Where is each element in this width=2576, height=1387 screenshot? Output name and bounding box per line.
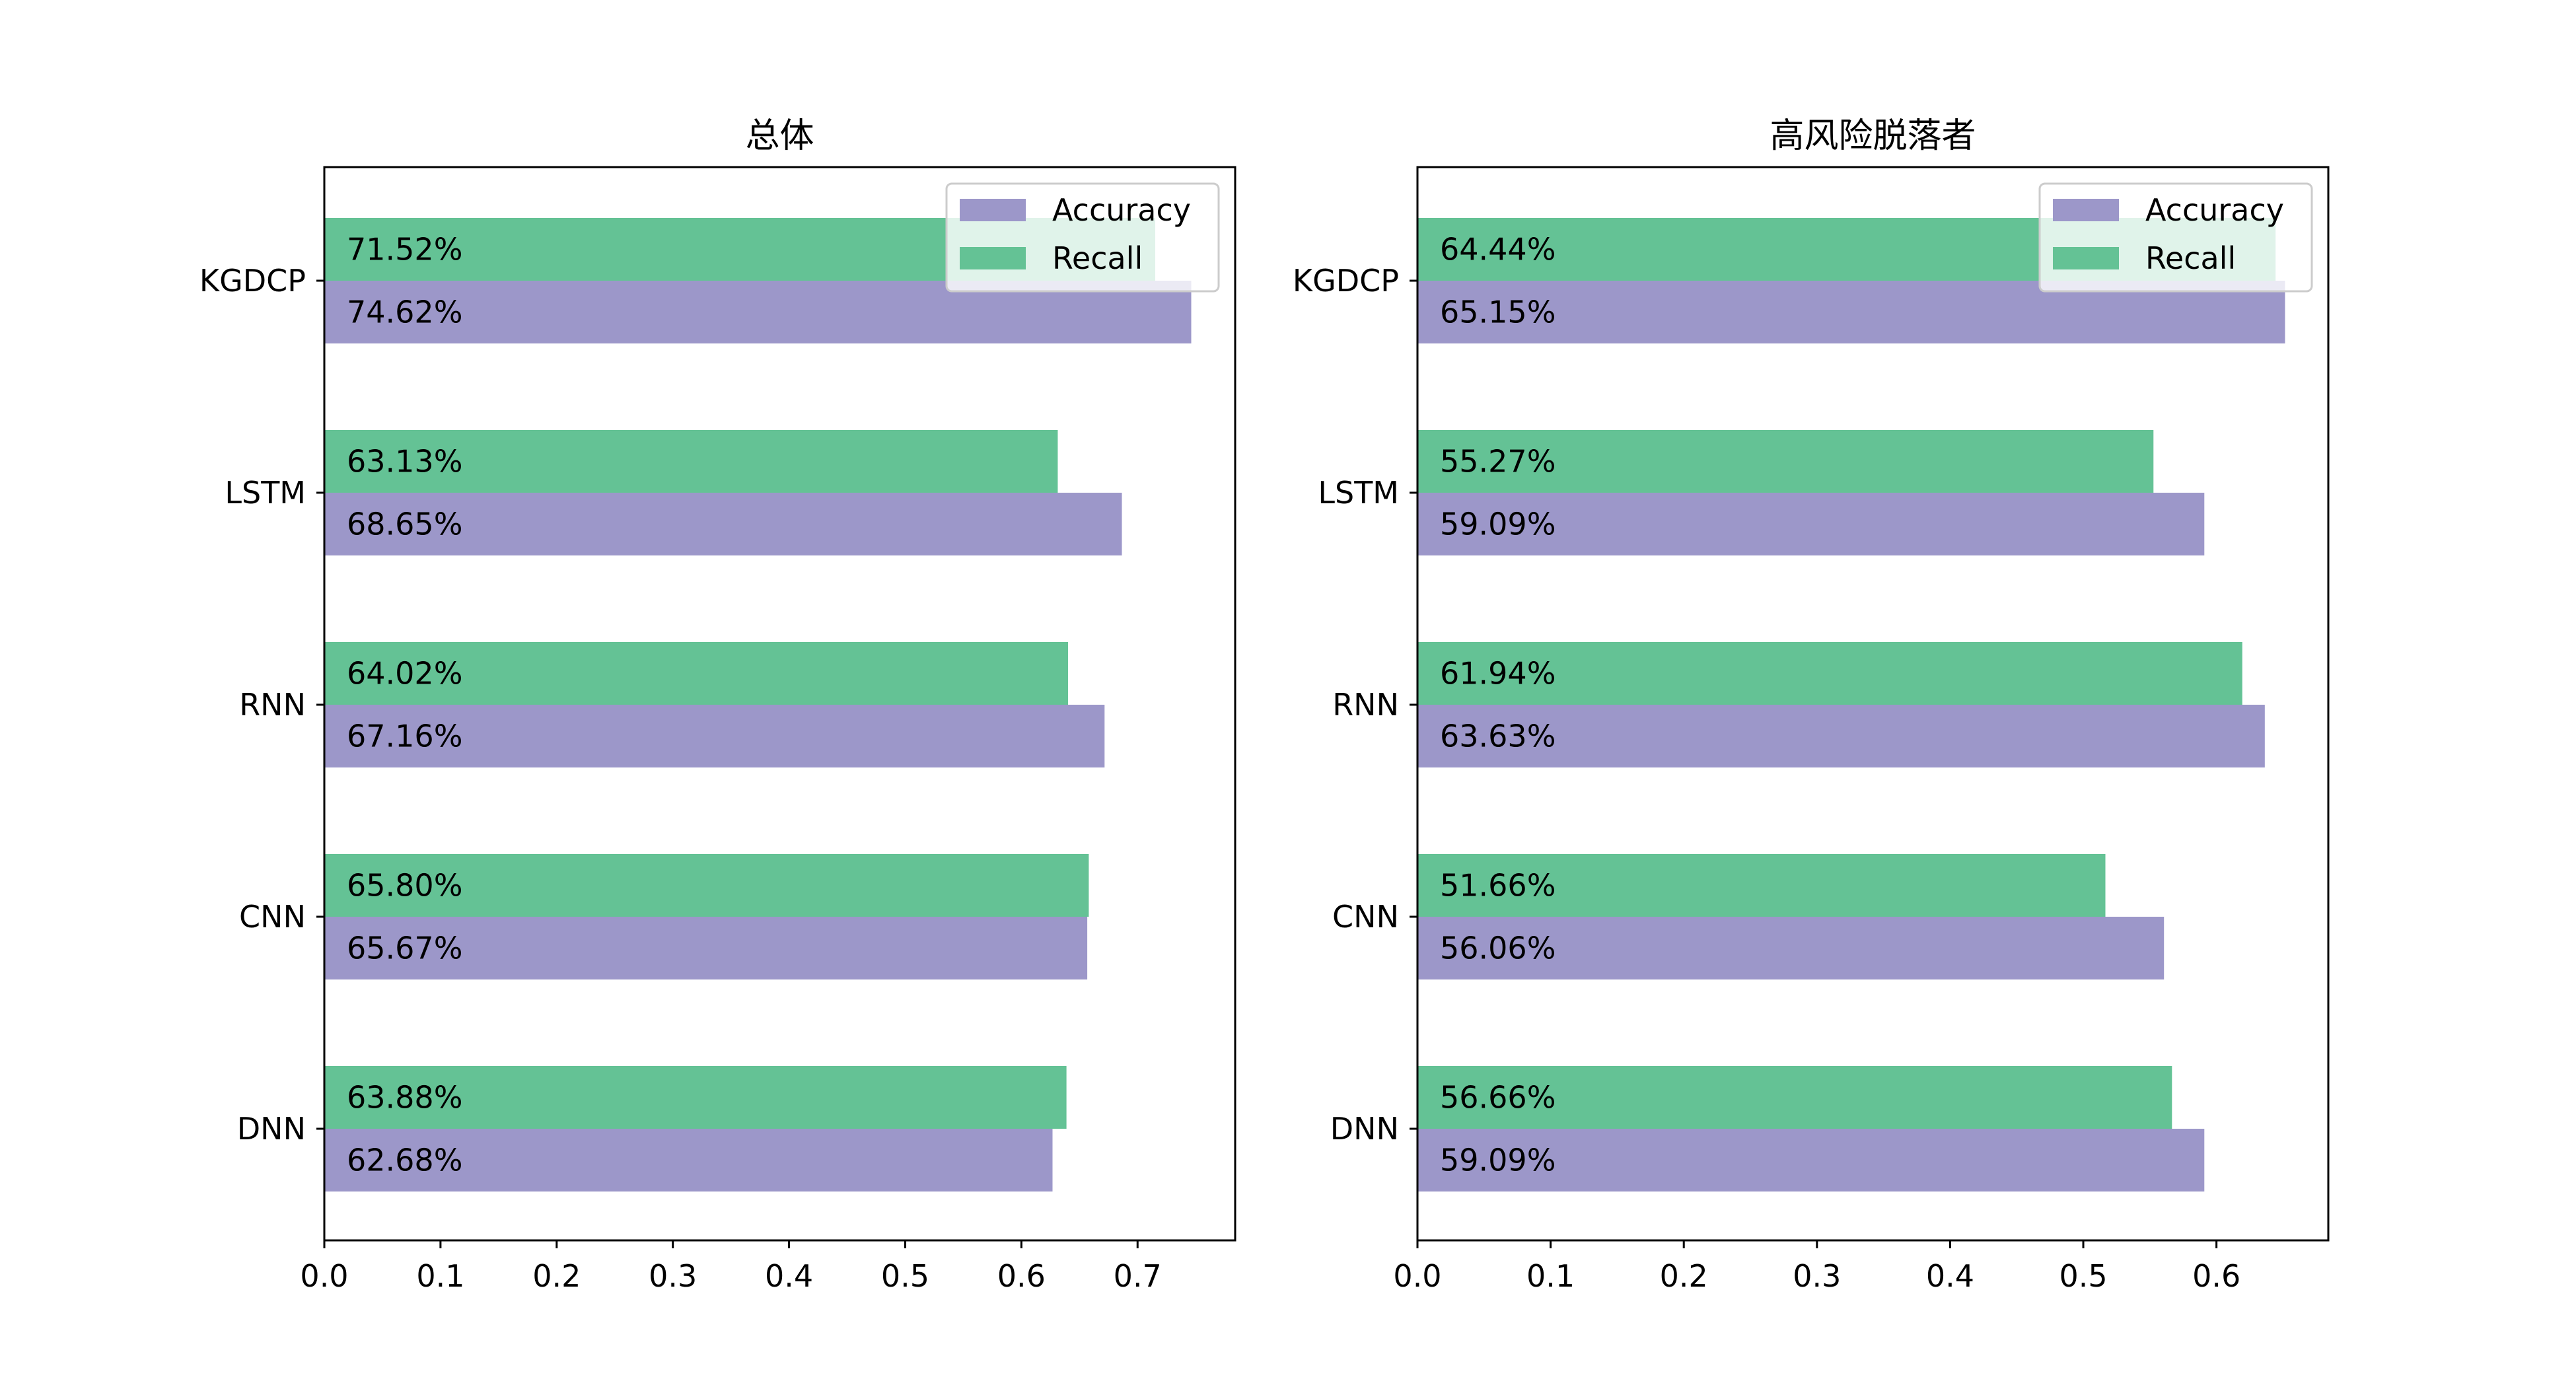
x-tick-label: 0.4: [765, 1258, 813, 1294]
bar-recall-lstm: [324, 430, 1058, 493]
legend-label-accuracy: Accuracy: [2145, 192, 2284, 228]
data-label-accuracy: 56.06%: [1440, 931, 1556, 966]
data-label-recall: 55.27%: [1440, 444, 1556, 480]
data-label-recall: 56.66%: [1440, 1080, 1556, 1116]
y-tick-label: KGDCP: [1293, 263, 1399, 299]
x-tick-label: 0.6: [997, 1258, 1046, 1294]
legend-swatch-accuracy: [2053, 199, 2119, 221]
data-label-accuracy: 67.16%: [347, 719, 462, 754]
data-label-accuracy: 62.68%: [347, 1143, 462, 1178]
bar-accuracy-dnn: [1417, 1129, 2205, 1191]
y-tick-label: DNN: [237, 1111, 306, 1147]
y-tick-label: RNN: [1332, 687, 1399, 723]
legend-swatch-recall: [960, 247, 1026, 269]
data-label-accuracy: 65.15%: [1440, 295, 1556, 330]
x-tick-label: 0.4: [1926, 1258, 1974, 1294]
legend-label-recall: Recall: [2145, 240, 2236, 276]
x-tick-label: 0.5: [881, 1258, 929, 1294]
bar-recall-cnn: [1417, 854, 2106, 917]
plot-frame: [1416, 166, 2330, 1242]
x-tick-label: 0.5: [2059, 1258, 2107, 1294]
data-label-recall: 65.80%: [347, 868, 462, 904]
y-tick-label: CNN: [1332, 899, 1399, 935]
x-tick-label: 0.3: [1793, 1258, 1841, 1294]
data-label-accuracy: 59.09%: [1440, 507, 1556, 542]
bar-recall-lstm: [1417, 430, 2154, 493]
chart-panel-2: 高风险脱落者 56.66% 59.09% DNN 51.66% 56.06% CNN 61.9…: [1293, 116, 2330, 1294]
bar-recall-rnn: [1417, 642, 2242, 705]
x-tick-label: 0.1: [416, 1258, 464, 1294]
bar-accuracy-lstm: [324, 493, 1122, 555]
legend-swatch-recall: [2053, 247, 2119, 269]
y-tick-label: DNN: [1330, 1111, 1399, 1147]
y-tick-label: KGDCP: [199, 263, 306, 299]
data-label-recall: 63.13%: [347, 444, 462, 480]
data-label-accuracy: 65.67%: [347, 931, 462, 966]
data-label-recall: 64.44%: [1440, 232, 1556, 267]
x-tick-label: 0.2: [1660, 1258, 1708, 1294]
bar-accuracy-lstm: [1417, 493, 2205, 555]
x-tick-label: 0.3: [649, 1258, 697, 1294]
plot-frame: [323, 166, 1236, 1242]
y-tick-label: RNN: [239, 687, 306, 723]
legend: Accuracy Recall: [2038, 182, 2313, 293]
x-tick-label: 0.0: [300, 1258, 348, 1294]
x-tick-label: 0.6: [2192, 1258, 2240, 1294]
data-label-accuracy: 74.62%: [347, 295, 462, 330]
bar-accuracy-cnn: [1417, 917, 2165, 979]
bar-accuracy-rnn: [324, 705, 1105, 767]
y-tick-label: LSTM: [225, 475, 306, 511]
chart-panel-1: 总体 63.88% 62.68% DNN 65.80% 65.67% CNN 64.02% 67…: [199, 116, 1236, 1294]
legend-label-recall: Recall: [1052, 240, 1143, 276]
data-label-recall: 63.88%: [347, 1080, 462, 1116]
legend: Accuracy Recall: [945, 182, 1220, 293]
x-tick-label: 0.7: [1114, 1258, 1162, 1294]
data-label-accuracy: 68.65%: [347, 507, 462, 542]
legend-swatch-accuracy: [960, 199, 1026, 221]
data-label-recall: 64.02%: [347, 656, 462, 692]
data-label-recall: 61.94%: [1440, 656, 1556, 692]
data-label-accuracy: 63.63%: [1440, 719, 1556, 754]
x-tick-label: 0.1: [1526, 1258, 1575, 1294]
bar-accuracy-cnn: [324, 917, 1088, 979]
x-tick-label: 0.0: [1393, 1258, 1441, 1294]
data-label-recall: 71.52%: [347, 232, 462, 267]
bar-recall-cnn: [324, 854, 1089, 917]
bar-accuracy-rnn: [1417, 705, 2265, 767]
chart-title: 高风险脱落者: [1770, 116, 1976, 156]
legend-label-accuracy: Accuracy: [1052, 192, 1191, 228]
bar-recall-rnn: [324, 642, 1069, 705]
bar-accuracy-dnn: [324, 1129, 1053, 1191]
chart-title: 总体: [745, 116, 814, 156]
bar-recall-dnn: [1417, 1066, 2172, 1129]
data-label-accuracy: 59.09%: [1440, 1143, 1556, 1178]
y-tick-label: LSTM: [1318, 475, 1399, 511]
x-tick-label: 0.2: [532, 1258, 581, 1294]
data-label-recall: 51.66%: [1440, 868, 1556, 904]
bar-recall-dnn: [324, 1066, 1067, 1129]
y-tick-label: CNN: [239, 899, 306, 935]
